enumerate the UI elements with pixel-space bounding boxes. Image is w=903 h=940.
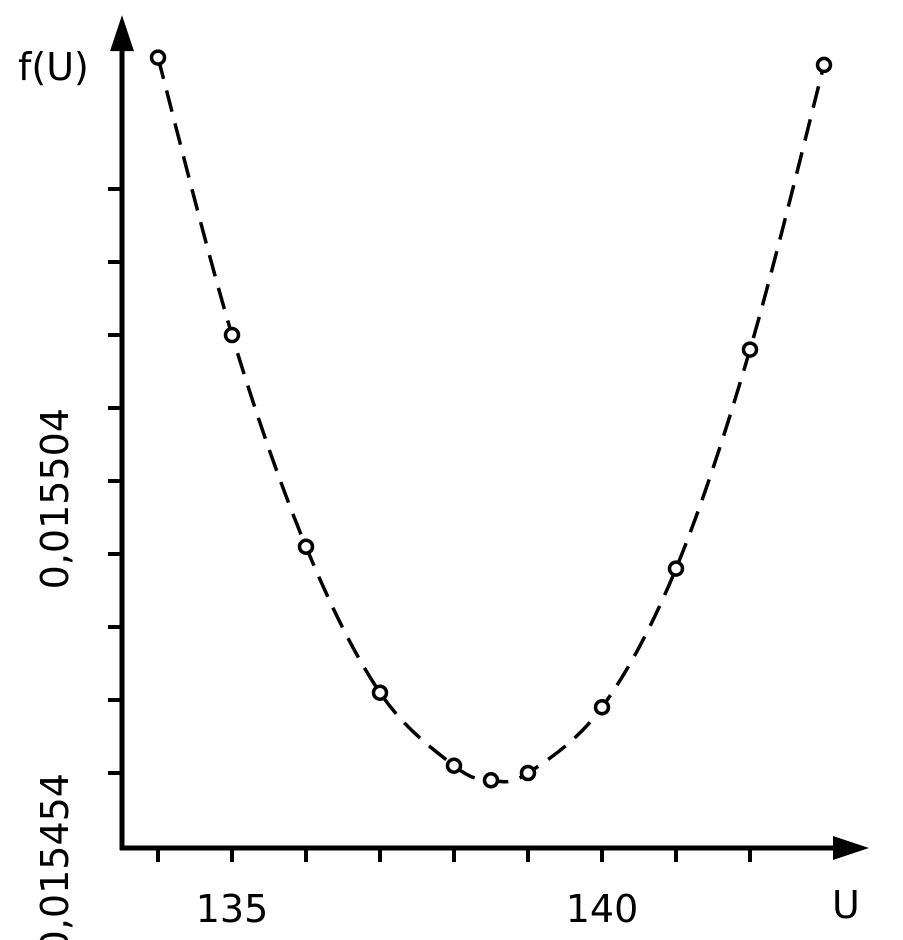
data-point	[371, 684, 389, 701]
x-axis-ticks	[156, 848, 752, 862]
data-point	[482, 772, 500, 789]
x-tick-label: 135	[196, 887, 269, 931]
data-point	[445, 757, 463, 774]
data-point	[741, 341, 759, 358]
y-axis-ticks	[108, 187, 122, 775]
data-point	[223, 326, 241, 344]
y-axis-arrow-icon	[110, 15, 134, 52]
y-tick-labels: 0,015454 0,015504	[33, 408, 77, 940]
data-point	[149, 49, 167, 66]
x-axis-arrow-icon	[833, 836, 869, 860]
data-point	[297, 538, 315, 555]
x-axis-label: U	[832, 883, 860, 927]
y-axis-label: f(U)	[18, 45, 89, 89]
y-tick-label: 0,015504	[33, 408, 77, 589]
data-point	[593, 699, 611, 716]
x-tick-label: 140	[566, 887, 639, 931]
data-point	[519, 764, 537, 782]
y-tick-label: 0,015454	[33, 773, 77, 940]
series-curve	[156, 57, 826, 784]
x-tick-labels: 135 140	[196, 887, 639, 931]
data-points	[149, 49, 833, 789]
data-point	[815, 56, 833, 74]
data-point	[667, 560, 685, 577]
